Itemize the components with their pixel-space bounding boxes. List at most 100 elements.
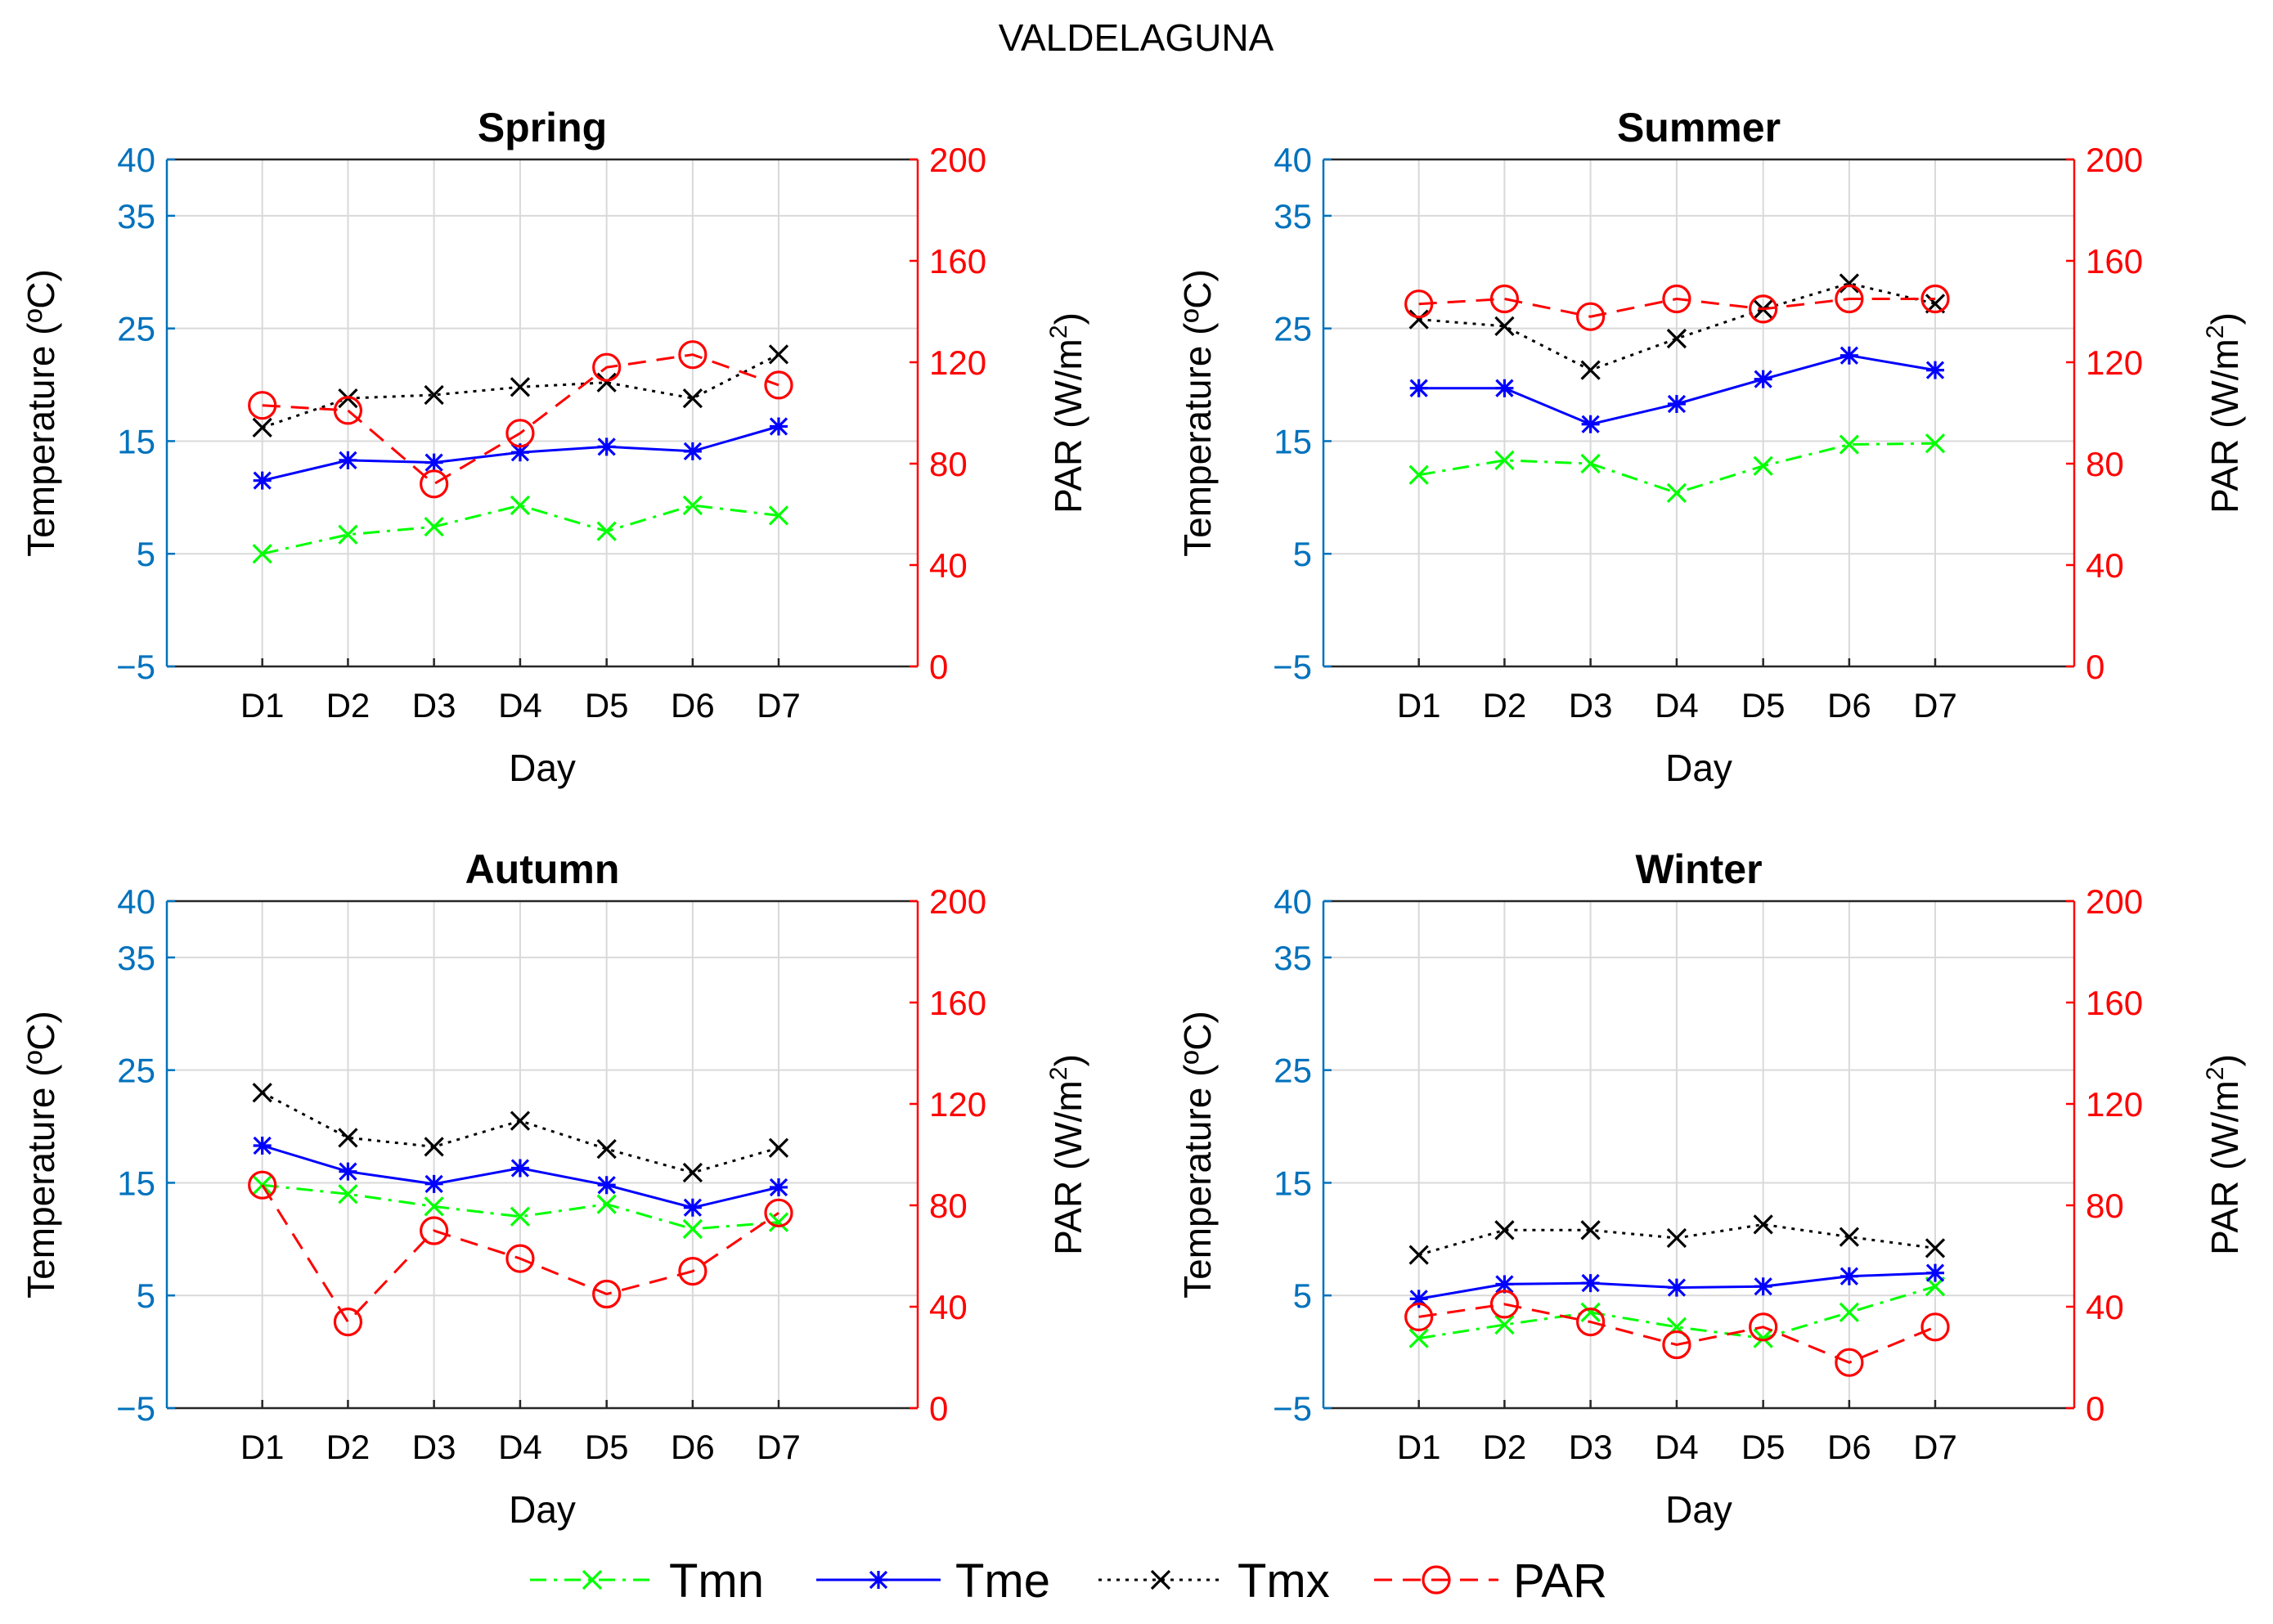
plot-area	[1323, 901, 2074, 1408]
right-tick-label: 200	[2086, 141, 2143, 179]
point-par-D4	[1662, 1330, 1691, 1360]
x-tick-label-D3: D3	[1569, 1428, 1613, 1466]
point-tmn-D4	[1666, 482, 1687, 503]
right-tick-label: 0	[929, 1389, 948, 1428]
x-tick-label-D1: D1	[240, 686, 285, 725]
point-tmn-D5	[596, 1194, 617, 1214]
series-tme	[1409, 1263, 1945, 1308]
point-par-D3	[1576, 1307, 1606, 1337]
panel-winter: −5 5 15 25 35 40 0 40 80 120 160 200 D1 D2 D3 D4 D5 D6 D7 W…	[1176, 846, 2246, 1531]
point-tmn-D5	[1753, 1328, 1773, 1348]
point-par-D3	[1576, 302, 1606, 331]
point-par-D2	[1489, 1290, 1520, 1319]
point-tme-D5	[1754, 370, 1772, 388]
series-tme	[1409, 346, 1945, 433]
point-par-D5	[592, 1279, 622, 1309]
series-par	[1404, 284, 1950, 331]
left-tick-label: 35	[1274, 939, 1312, 977]
point-tme-D5	[597, 437, 616, 456]
point-par-D6	[1835, 284, 1864, 314]
x-tick-label-D5: D5	[1741, 686, 1786, 725]
right-tick-label: 40	[2086, 1288, 2124, 1326]
point-tme-D6	[1840, 1267, 1859, 1285]
point-par-D6	[678, 340, 708, 370]
point-tmx-D7	[1925, 1238, 1946, 1258]
point-tmn-D6	[1839, 434, 1860, 455]
right-y-label-base: PAR (W/m	[1047, 1080, 1089, 1255]
legend-label-par: PAR	[1513, 1554, 1607, 1608]
right-tick-label: 40	[929, 546, 968, 585]
left-tick-label: 25	[117, 1052, 155, 1090]
point-par-D5	[1749, 1312, 1778, 1342]
right-tick-label: 80	[2086, 445, 2124, 483]
right-y-axis-label: PAR (W/m2)	[2202, 1054, 2246, 1255]
series-line-par	[261, 1184, 779, 1325]
point-tmx-D6	[682, 388, 703, 409]
point-tme-D3	[425, 453, 443, 472]
right-y-label-end: )	[2203, 312, 2246, 325]
x-axis-label: Day	[509, 747, 576, 789]
x-tick-label-D7: D7	[757, 1428, 801, 1466]
x-tick-label-D6: D6	[671, 1428, 715, 1466]
legend-item-tmx: Tmx	[1098, 1554, 1330, 1608]
right-tick-label: 160	[929, 242, 986, 280]
series-tmn	[252, 495, 789, 564]
point-tmn-D1	[252, 544, 272, 564]
right-tick-label: 80	[929, 445, 968, 483]
x-tick-label-D6: D6	[1827, 686, 1871, 725]
point-tmx-D1	[1408, 309, 1429, 330]
series-line-par	[1418, 1303, 1936, 1364]
right-tick-label: 120	[929, 343, 986, 382]
point-par-D3	[420, 469, 449, 499]
left-tick-label: 40	[1274, 882, 1312, 921]
point-tmn-D2	[1494, 1314, 1515, 1335]
point-tmx-D6	[682, 1162, 703, 1183]
x-axis-label: Day	[509, 1488, 576, 1531]
x-tick-label-D1: D1	[1397, 1428, 1441, 1466]
point-tmn-D3	[424, 1196, 444, 1217]
x-tick-label-D5: D5	[1741, 1428, 1786, 1466]
point-tmx-D3	[424, 384, 444, 406]
point-tme-D7	[769, 1178, 788, 1197]
right-y-label-base: PAR (W/m	[2203, 1080, 2246, 1255]
left-tick-label: 5	[137, 535, 155, 573]
point-tme-D3	[1581, 1273, 1600, 1293]
left-tick-label: 15	[117, 1164, 155, 1202]
left-tick-label: 15	[1274, 422, 1312, 460]
right-tick-label: 200	[929, 882, 986, 921]
right-tick-label: 40	[929, 1288, 968, 1326]
point-par-D3	[420, 1216, 449, 1245]
legend-label-tme: Tme	[955, 1554, 1050, 1608]
x-axis-label: Day	[1665, 1488, 1732, 1531]
series-tmx	[1408, 1214, 1946, 1265]
left-tick-label: 25	[117, 310, 155, 348]
point-tme-D5	[1754, 1277, 1772, 1296]
right-y-label-sup: 2	[2202, 1066, 2229, 1080]
point-tme-D1	[253, 471, 272, 490]
right-tick-label: 80	[929, 1187, 968, 1225]
legend-item-par: PAR	[1374, 1554, 1607, 1608]
point-tmn-D2	[338, 524, 358, 545]
point-tmn-D7	[768, 505, 789, 526]
x-tick-label-D7: D7	[1913, 1428, 1957, 1466]
point-tme-D6	[1840, 346, 1859, 365]
point-tme-D2	[1495, 1275, 1514, 1294]
point-tmn-D2	[1494, 450, 1515, 470]
panel-title: Autumn	[465, 846, 620, 892]
point-tmn-D4	[510, 495, 531, 516]
point-par-D1	[248, 391, 277, 420]
right-y-label-sup: 2	[1045, 325, 1072, 339]
series-tmx	[252, 1083, 789, 1183]
point-tme-D2	[339, 451, 357, 469]
left-tick-label: 25	[1274, 1052, 1312, 1090]
right-y-label-base: PAR (W/m	[1047, 339, 1089, 514]
point-tmn-D5	[596, 521, 617, 541]
point-tme-D7	[1925, 1263, 1945, 1282]
point-par-D4	[505, 419, 535, 448]
panel-title: Summer	[1617, 105, 1781, 150]
point-tme-D4	[510, 443, 530, 462]
legend-marker-tmn	[582, 1569, 603, 1590]
left-tick-label: −5	[116, 1389, 155, 1428]
point-tmx-D1	[252, 417, 272, 438]
point-tmx-D6	[1839, 1227, 1860, 1247]
